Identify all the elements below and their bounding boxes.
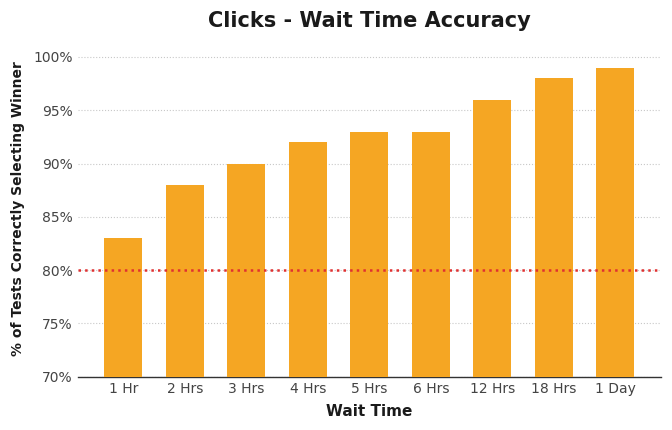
Bar — [596, 68, 634, 377]
Bar — [535, 78, 573, 377]
Bar — [473, 100, 511, 377]
Text: 96%: 96% — [478, 105, 507, 118]
Y-axis label: % of Tests Correctly Selecting Winner: % of Tests Correctly Selecting Winner — [11, 61, 25, 356]
Text: 88%: 88% — [170, 190, 200, 203]
Text: 98%: 98% — [539, 83, 569, 97]
Bar — [350, 132, 388, 377]
Text: 92%: 92% — [293, 147, 323, 160]
Bar — [289, 142, 327, 377]
Text: 93%: 93% — [354, 137, 384, 150]
X-axis label: Wait Time: Wait Time — [326, 404, 413, 419]
Text: 90%: 90% — [231, 169, 261, 182]
Title: Clicks - Wait Time Accuracy: Clicks - Wait Time Accuracy — [208, 11, 531, 31]
Bar — [166, 185, 204, 377]
Bar — [227, 163, 265, 377]
Bar — [412, 132, 450, 377]
Bar — [104, 238, 142, 377]
Text: 83%: 83% — [108, 243, 138, 256]
Text: 99%: 99% — [601, 73, 630, 86]
Text: 93%: 93% — [416, 137, 446, 150]
